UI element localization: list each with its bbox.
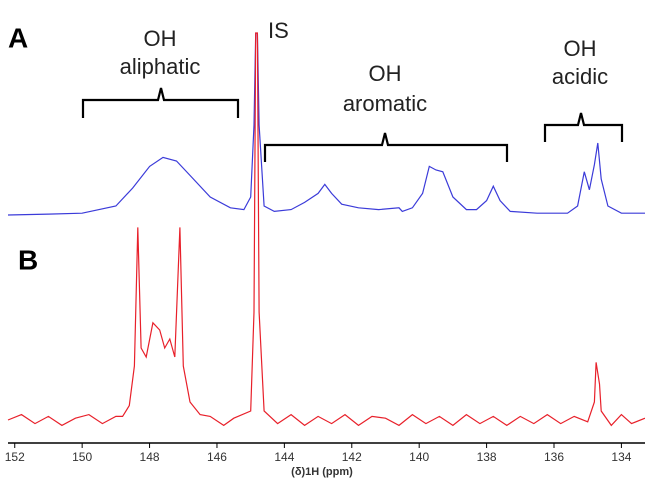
spectrum-line	[7, 32, 645, 427]
annotation: aromatic	[343, 91, 427, 116]
annotation: OH	[369, 61, 402, 86]
annotation: IS	[268, 18, 289, 43]
annotation: acidic	[552, 64, 608, 89]
annotation: OH	[564, 36, 597, 61]
x-tick-label: 152	[5, 450, 25, 464]
bracket	[81, 87, 240, 118]
bracket	[543, 112, 624, 142]
panel-label: A	[8, 22, 28, 53]
bracket	[263, 132, 509, 162]
annotation: OH	[144, 26, 177, 51]
x-tick-label: 148	[140, 450, 160, 464]
x-tick-label: 150	[72, 450, 92, 464]
x-tick-label: 146	[207, 450, 227, 464]
spectrum-line	[7, 32, 645, 216]
panel-label: B	[18, 244, 38, 275]
x-tick-label: 142	[342, 450, 362, 464]
x-axis-label: (δ)1H (ppm)	[291, 466, 353, 478]
x-tick-label: 140	[409, 450, 429, 464]
x-tick-label: 144	[274, 450, 294, 464]
annotation: aliphatic	[120, 54, 201, 79]
x-tick-label: 134	[611, 450, 631, 464]
x-tick-label: 138	[477, 450, 497, 464]
x-tick-label: 136	[544, 450, 564, 464]
